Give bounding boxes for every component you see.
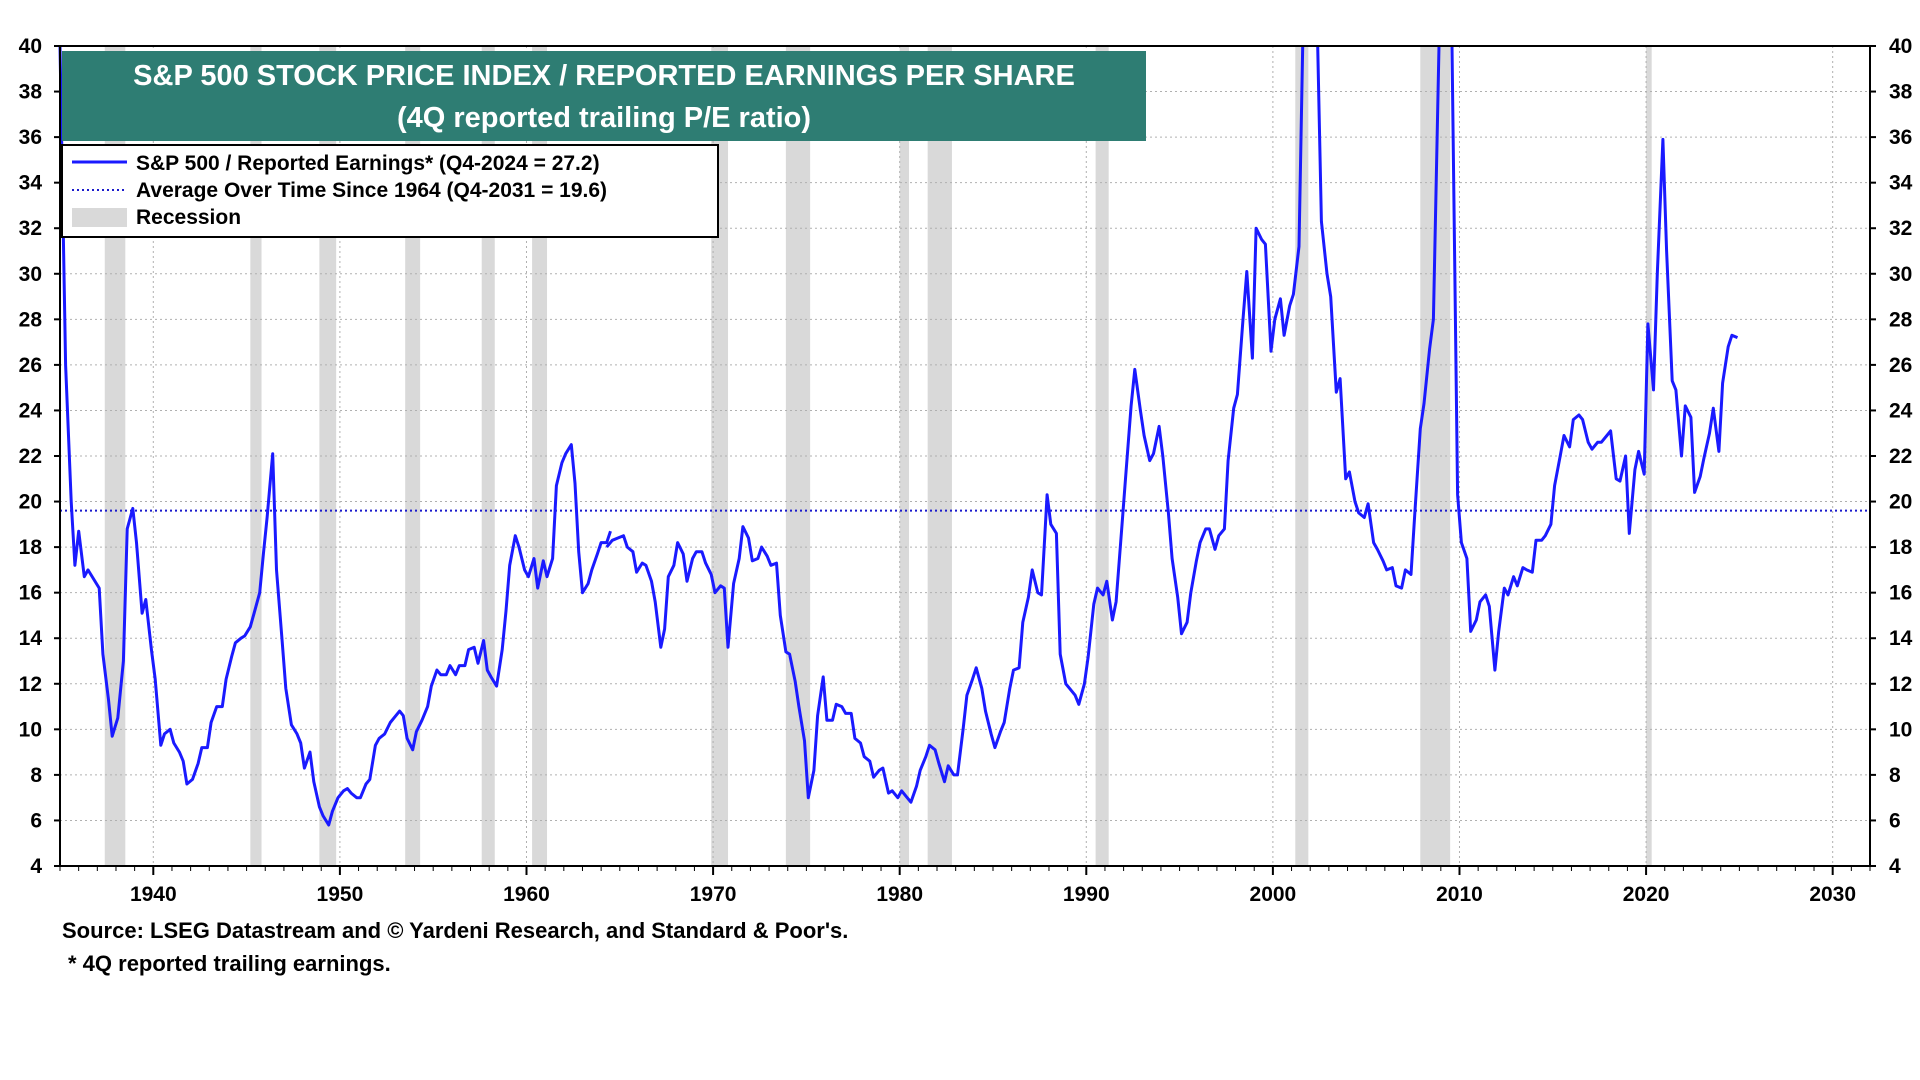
recession-band-3 xyxy=(405,46,421,866)
y-tick-label-right-22: 22 xyxy=(1889,445,1912,468)
x-tick-label-2010: 2010 xyxy=(1436,883,1483,906)
y-tick-label-left-6: 6 xyxy=(30,809,42,832)
x-tick-label-2030: 2030 xyxy=(1809,883,1856,906)
y-tick-label-right-38: 38 xyxy=(1889,81,1913,104)
y-tick-label-right-28: 28 xyxy=(1889,308,1913,331)
y-tick-label-left-28: 28 xyxy=(19,308,43,331)
recession-band-10 xyxy=(1095,46,1109,866)
x-tick-label-1980: 1980 xyxy=(876,883,923,906)
x-tick-label-2020: 2020 xyxy=(1623,883,1670,906)
chart-title: S&P 500 STOCK PRICE INDEX / REPORTED EAR… xyxy=(133,60,1075,92)
y-tick-label-right-12: 12 xyxy=(1889,673,1912,696)
y-tick-label-left-8: 8 xyxy=(30,764,42,787)
y-tick-label-left-4: 4 xyxy=(30,855,42,878)
series-line-segment-1 xyxy=(605,45,1305,804)
recession-band-2 xyxy=(319,46,337,866)
y-tick-label-left-34: 34 xyxy=(19,172,43,195)
legend-item-average: Average Over Time Since 1964 (Q4-2031 = … xyxy=(136,179,607,202)
chart-subtitle: (4Q reported trailing P/E ratio) xyxy=(397,102,811,134)
recession-band-8 xyxy=(899,46,910,866)
y-axis-left: 4 6 8 10 12 14 16 18 20 22 24 26 28 30 32 34 36 38 40 xyxy=(19,35,60,878)
y-tick-label-left-40: 40 xyxy=(19,35,42,58)
recession-band-6 xyxy=(711,46,729,866)
y-tick-label-right-36: 36 xyxy=(1889,126,1912,149)
x-axis: 1940 1950 1960 1970 1980 1990 2000 2010 2020 2030 xyxy=(59,866,1871,906)
y-tick-label-left-26: 26 xyxy=(19,354,42,377)
y-tick-label-right-24: 24 xyxy=(1889,399,1913,422)
y-tick-label-right-30: 30 xyxy=(1889,263,1912,286)
y-tick-label-left-10: 10 xyxy=(19,718,42,741)
recession-band-13 xyxy=(1646,46,1652,866)
y-tick-label-right-20: 20 xyxy=(1889,491,1912,514)
y-tick-label-left-36: 36 xyxy=(19,126,42,149)
y-tick-label-right-6: 6 xyxy=(1889,809,1901,832)
source-note: Source: LSEG Datastream and © Yardeni Re… xyxy=(62,918,849,943)
series-line-segment-2 xyxy=(1316,45,1441,590)
x-tick-label-1940: 1940 xyxy=(130,883,177,906)
y-tick-label-right-40: 40 xyxy=(1889,35,1912,58)
x-tick-label-1950: 1950 xyxy=(317,883,364,906)
y-axis-right: 4 6 8 10 12 14 16 18 20 22 24 26 28 30 32 34 36 38 40 xyxy=(1870,35,1913,878)
x-tick-label-1960: 1960 xyxy=(503,883,550,906)
y-tick-label-left-22: 22 xyxy=(19,445,42,468)
footnote: * 4Q reported trailing earnings. xyxy=(68,951,391,976)
series-line-segment-0 xyxy=(58,45,612,827)
legend-item-series: S&P 500 / Reported Earnings* (Q4-2024 = … xyxy=(136,152,600,175)
y-tick-label-left-12: 12 xyxy=(19,673,42,696)
y-tick-label-left-18: 18 xyxy=(19,536,43,559)
legend-recession-swatch xyxy=(72,208,127,227)
y-tick-label-left-16: 16 xyxy=(19,582,42,605)
series-line-segment-3 xyxy=(1450,45,1739,672)
y-tick-label-left-14: 14 xyxy=(19,627,43,650)
y-tick-label-right-32: 32 xyxy=(1889,217,1912,240)
legend: S&P 500 / Reported Earnings* (Q4-2024 = … xyxy=(61,144,719,238)
y-tick-label-right-8: 8 xyxy=(1889,764,1901,787)
y-tick-label-right-4: 4 xyxy=(1889,855,1901,878)
y-tick-label-left-38: 38 xyxy=(19,81,43,104)
y-tick-label-right-26: 26 xyxy=(1889,354,1912,377)
y-tick-label-right-34: 34 xyxy=(1889,172,1913,195)
y-tick-label-right-18: 18 xyxy=(1889,536,1913,559)
y-tick-label-left-32: 32 xyxy=(19,217,42,240)
y-tick-label-left-30: 30 xyxy=(19,263,42,286)
x-tick-label-1990: 1990 xyxy=(1063,883,1110,906)
y-tick-label-left-24: 24 xyxy=(19,399,43,422)
x-tick-label-2000: 2000 xyxy=(1250,883,1297,906)
y-tick-label-right-16: 16 xyxy=(1889,582,1912,605)
title-box: S&P 500 STOCK PRICE INDEX / REPORTED EAR… xyxy=(62,51,1146,141)
x-tick-label-1970: 1970 xyxy=(690,883,737,906)
y-tick-label-right-14: 14 xyxy=(1889,627,1913,650)
recession-band-5 xyxy=(532,46,548,866)
legend-item-recession: Recession xyxy=(136,206,241,229)
pe-series xyxy=(58,45,1739,827)
y-tick-label-right-10: 10 xyxy=(1889,718,1912,741)
y-tick-label-left-20: 20 xyxy=(19,491,42,514)
